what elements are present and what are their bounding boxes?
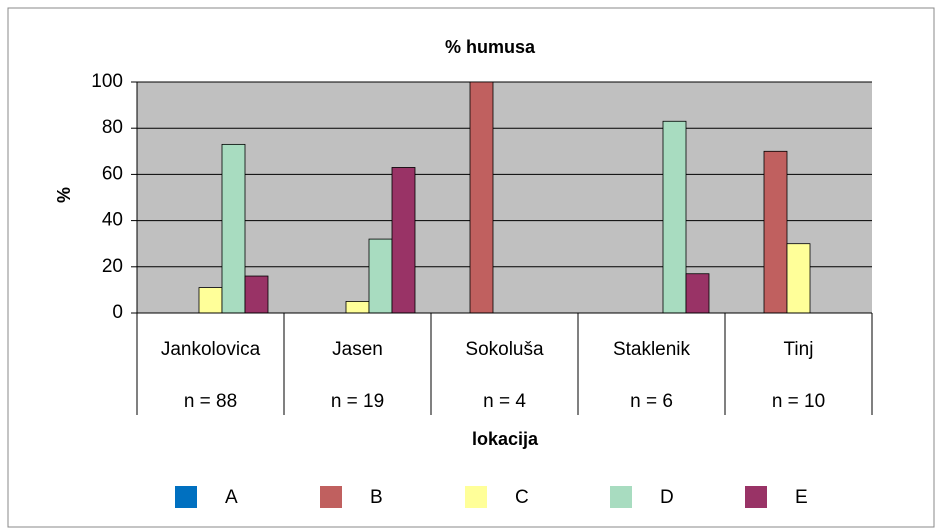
sample-size-label: n = 6: [630, 391, 673, 412]
legend-label: D: [660, 487, 674, 508]
legend-swatch: [610, 486, 632, 508]
sample-size-label: n = 4: [483, 391, 526, 412]
y-tick-label: 0: [112, 302, 123, 323]
bar: [662, 120, 687, 314]
x-tick-label: Staklenik: [613, 339, 691, 360]
y-axis-title: %: [54, 187, 74, 203]
x-tick-label: Jankolovica: [161, 339, 261, 360]
y-tick-label: 60: [102, 163, 123, 184]
bar: [244, 275, 269, 314]
sample-size-label: n = 19: [331, 391, 384, 412]
bar: [368, 238, 393, 314]
bar: [345, 301, 370, 314]
bar: [221, 143, 246, 314]
bar: [763, 150, 788, 314]
chart-title: % humusa: [445, 37, 536, 57]
y-tick-label: 40: [102, 210, 123, 231]
x-axis-title: lokacija: [472, 429, 539, 449]
legend-label: A: [225, 487, 238, 508]
bar: [685, 273, 710, 314]
x-tick-label: Jasen: [332, 339, 383, 360]
x-tick-label: Sokoluša: [465, 339, 544, 360]
x-tick-label: Tinj: [784, 339, 814, 360]
bar: [391, 167, 416, 314]
legend-swatch: [465, 486, 487, 508]
bar: [786, 243, 811, 314]
legend-swatch: [745, 486, 767, 508]
legend-swatch: [175, 486, 197, 508]
legend-label: C: [515, 487, 529, 508]
bar: [469, 81, 494, 314]
y-tick-label: 20: [102, 256, 123, 277]
sample-size-label: n = 10: [772, 391, 825, 412]
sample-size-label: n = 88: [184, 391, 237, 412]
legend-swatch: [320, 486, 342, 508]
legend-label: E: [795, 487, 808, 508]
y-tick-label: 80: [102, 117, 123, 138]
bar: [198, 287, 223, 314]
y-tick-label: 100: [91, 71, 123, 92]
plot-area: [137, 82, 872, 313]
legend-label: B: [370, 487, 383, 508]
